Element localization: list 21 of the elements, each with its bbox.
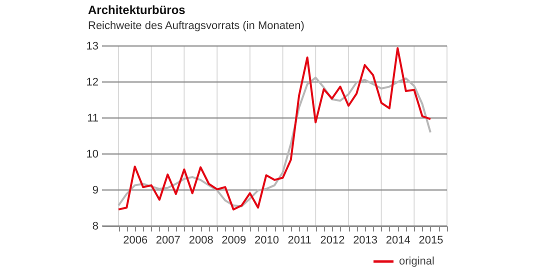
x-tick-label: 2007 xyxy=(156,234,180,246)
y-tick-label: 13 xyxy=(86,40,98,52)
y-tick-label: 12 xyxy=(86,76,98,88)
y-tick-label: 11 xyxy=(87,112,98,124)
line-series xyxy=(118,47,432,210)
x-tick-label: 2009 xyxy=(222,234,246,246)
y-tick-label: 8 xyxy=(92,220,98,232)
y-tick-label: 10 xyxy=(86,148,98,160)
chart-subtitle: Reichweite des Auftragsvorrats (in Monaten) xyxy=(88,20,304,32)
x-tick-label: 2010 xyxy=(254,234,279,246)
x-tick-label: 2014 xyxy=(386,234,410,246)
x-tick-label: 2013 xyxy=(353,234,378,246)
x-tick-label: 2012 xyxy=(320,234,345,246)
x-tick-label: 2008 xyxy=(188,234,214,246)
x-tick-label: 2011 xyxy=(288,234,312,246)
chart-title: Architekturbüros xyxy=(88,3,186,17)
x-tick-label: 2006 xyxy=(123,234,148,246)
x-tick-label: 2015 xyxy=(418,234,444,246)
y-tick-label: 9 xyxy=(92,184,98,196)
legend-label: original xyxy=(399,256,434,268)
line-series xyxy=(118,76,432,208)
